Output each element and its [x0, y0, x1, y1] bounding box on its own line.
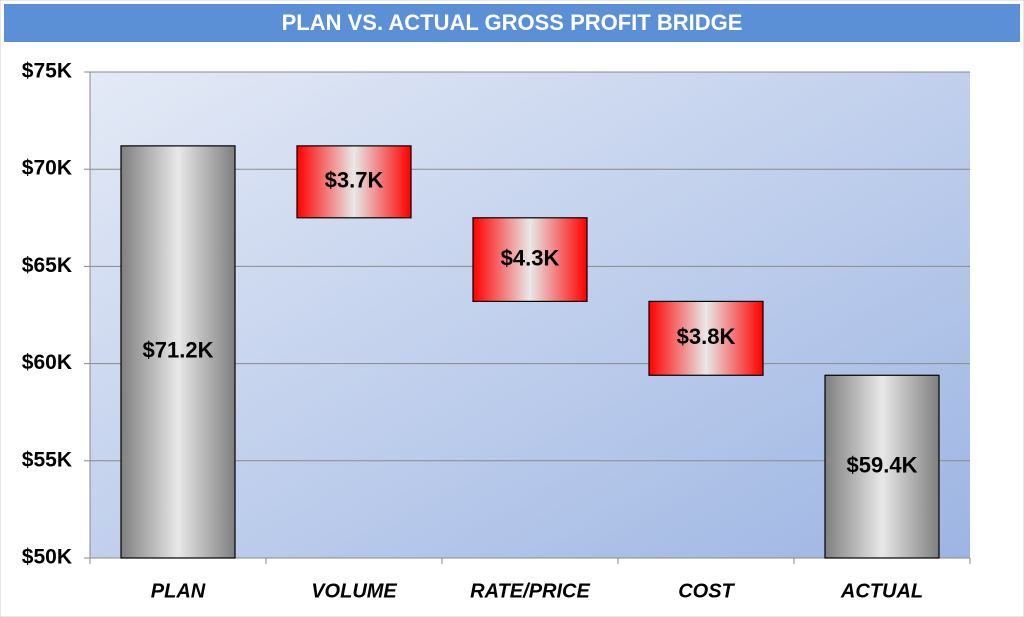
y-tick-label: $50K — [22, 546, 72, 569]
x-tick-label: VOLUME — [311, 580, 397, 602]
x-tick-label: ACTUAL — [840, 580, 923, 602]
y-tick-label: $65K — [22, 254, 72, 277]
y-tick-label: $75K — [22, 60, 72, 83]
title-bar — [4, 4, 1020, 42]
change-bar — [648, 300, 764, 376]
x-tick-label: RATE/PRICE — [470, 580, 590, 602]
value-label: $59.4K — [847, 452, 918, 477]
x-tick-label: PLAN — [151, 580, 206, 602]
plot-area — [90, 72, 970, 558]
total-bar — [824, 374, 940, 559]
x-tick-label: COST — [678, 580, 735, 602]
y-tick-label: $55K — [22, 448, 72, 471]
y-tick-label: $60K — [22, 351, 72, 374]
value-label: $71.2K — [143, 338, 214, 363]
change-bar — [296, 145, 412, 219]
value-label: $3.8K — [677, 324, 736, 349]
y-tick-label: $70K — [22, 157, 72, 180]
value-label: $3.7K — [325, 168, 384, 193]
change-bar — [472, 217, 588, 302]
chart-title: PLAN VS. ACTUAL GROSS PROFIT BRIDGE — [282, 10, 743, 35]
total-bar — [120, 145, 236, 559]
value-label: $4.3K — [501, 245, 560, 270]
